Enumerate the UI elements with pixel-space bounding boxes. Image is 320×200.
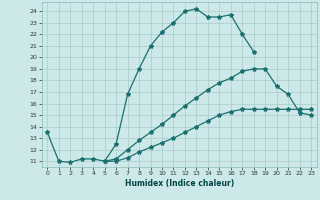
X-axis label: Humidex (Indice chaleur): Humidex (Indice chaleur) [124,179,234,188]
